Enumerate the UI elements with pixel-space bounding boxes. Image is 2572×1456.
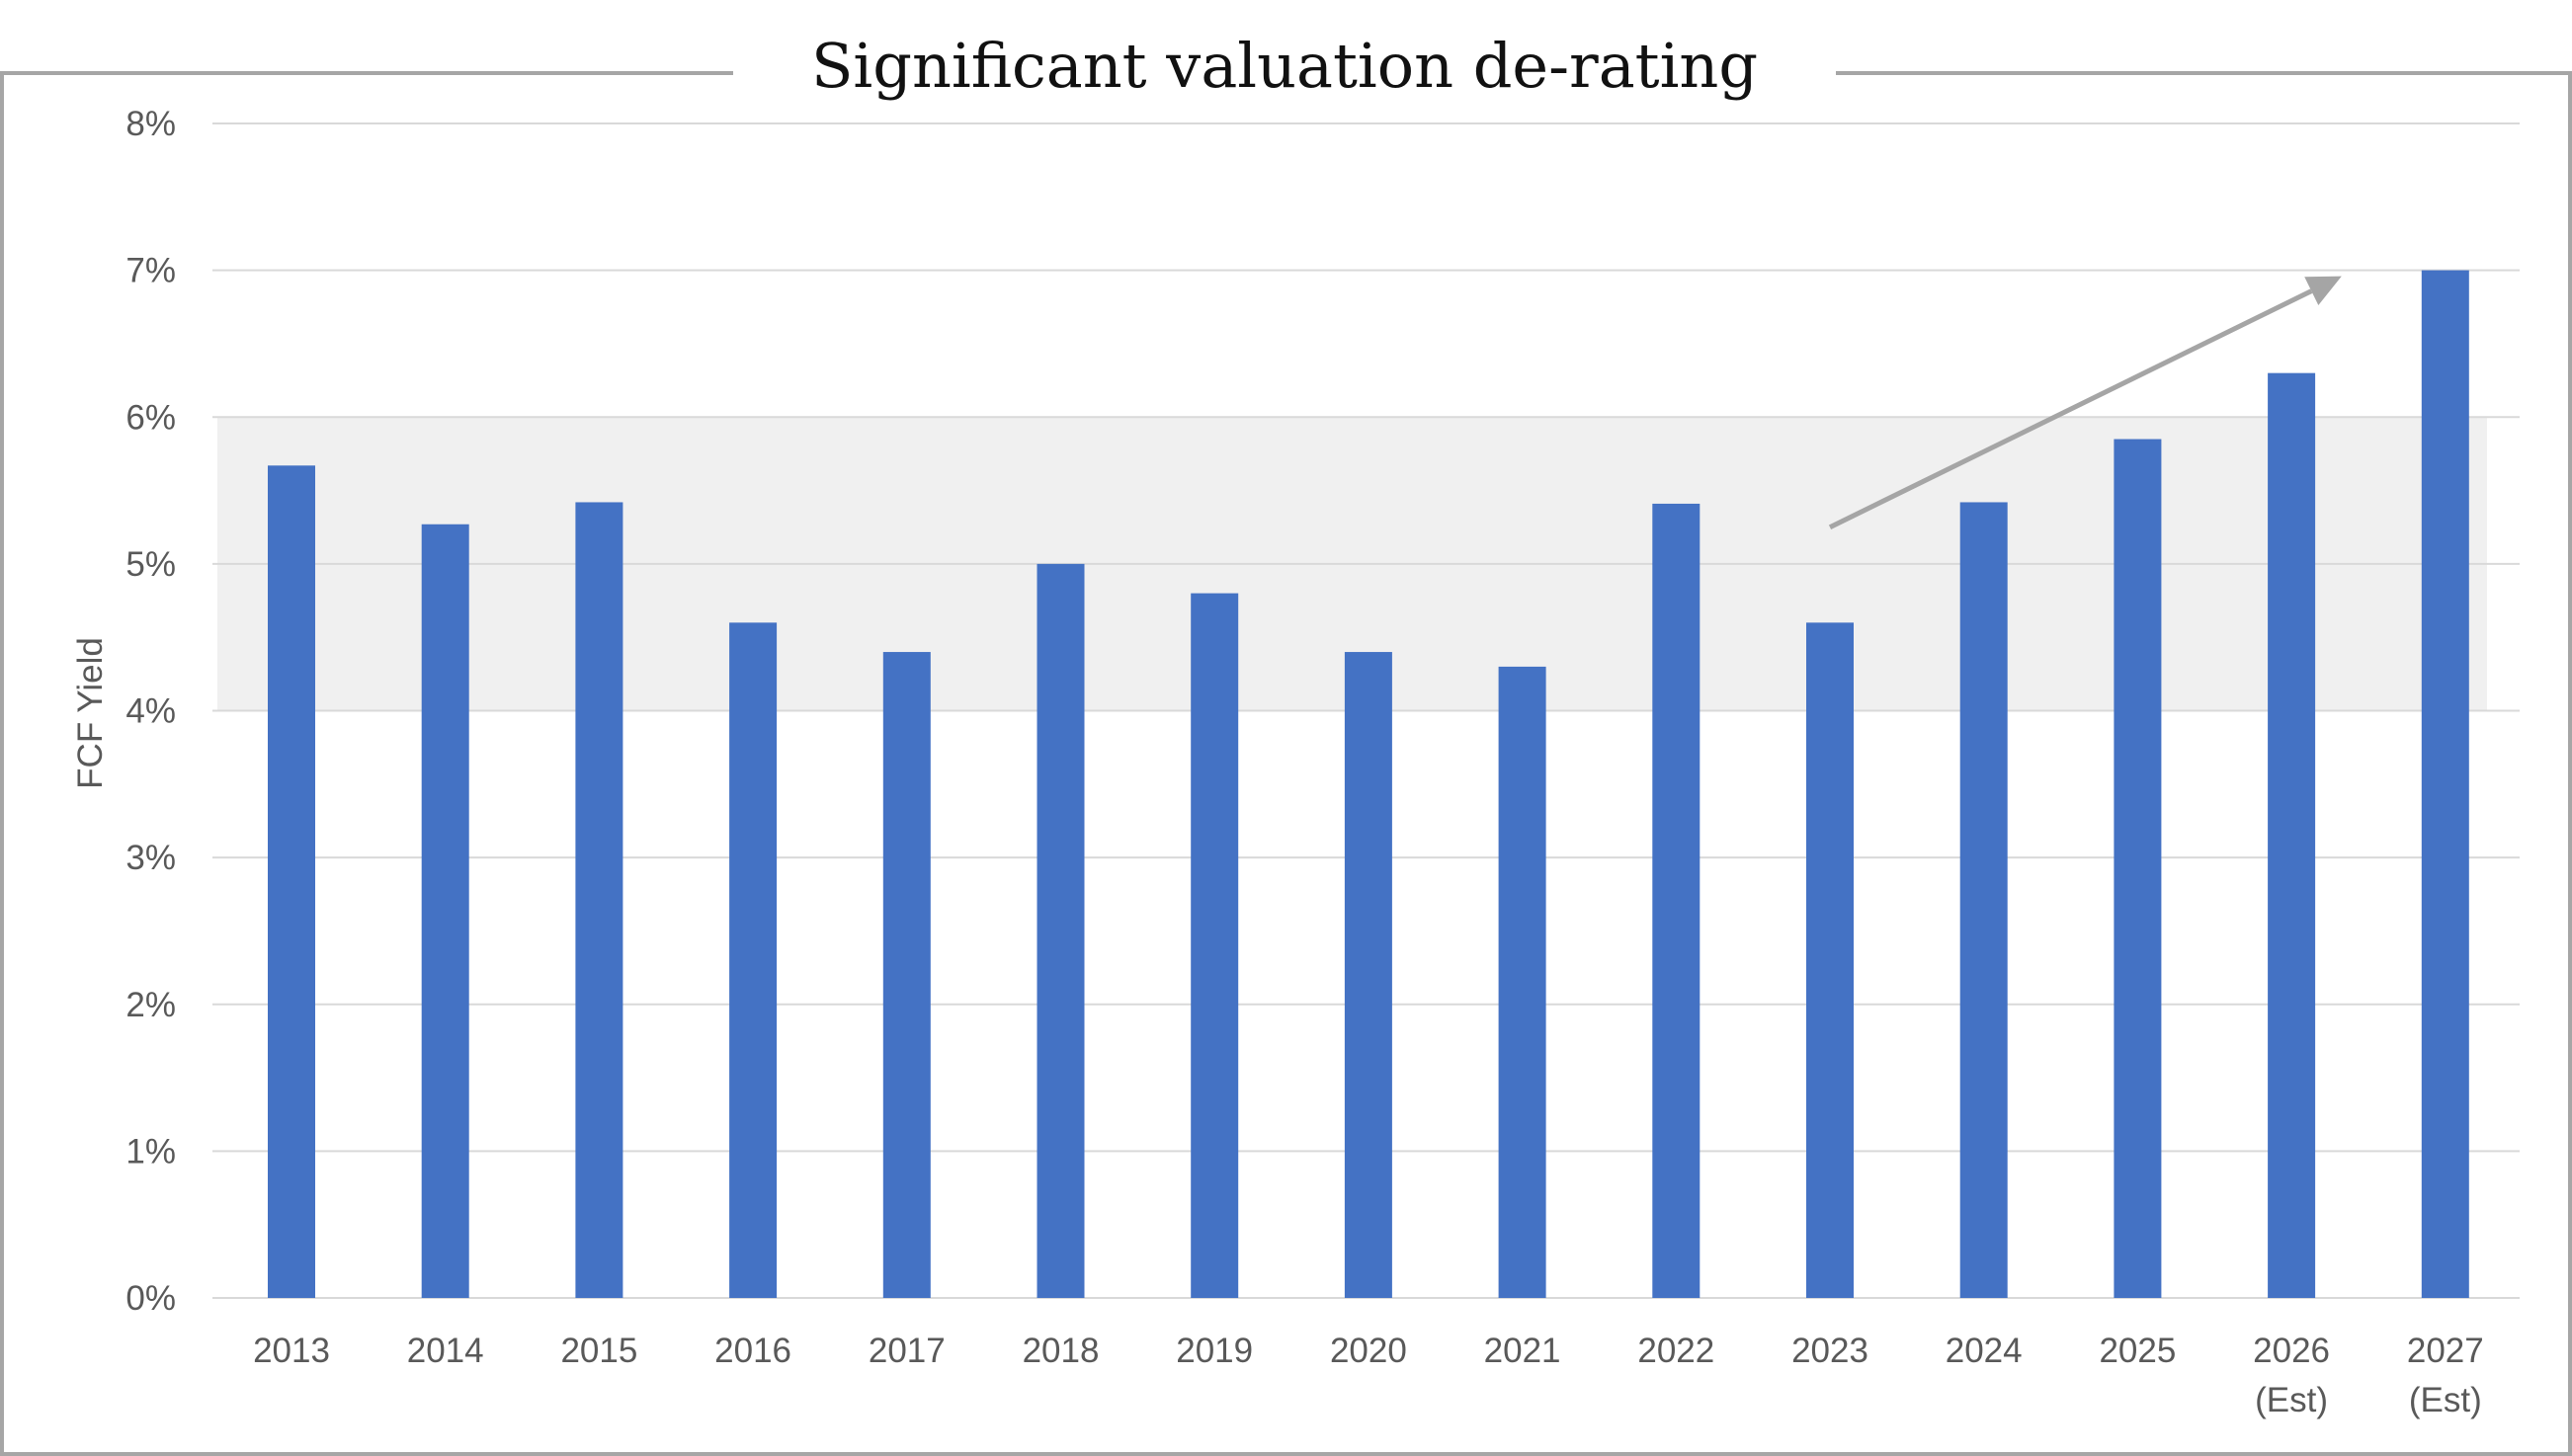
trend-arrow-line [1828,288,2313,529]
x-tick-label: 2024 [1946,1332,2023,1370]
x-tick-label: 2020 [1330,1332,1407,1370]
bar [2421,270,2469,1298]
trend-arrow-layer [1828,276,2342,529]
x-tick-label: 2027 [2407,1332,2484,1370]
x-tick-label: 2026 [2253,1332,2330,1370]
x-tick-label: (Est) [2255,1381,2328,1419]
trend-arrow-head [2304,276,2342,305]
x-tick-label: 2016 [714,1332,791,1370]
y-tick-label: 6% [125,398,176,437]
y-axis-title: FCF Yield [71,637,110,789]
chart-title: Significant valuation de-rating [811,30,1758,102]
frame-border [0,71,2572,1456]
bar [1652,503,1701,1299]
bar [1191,593,1239,1298]
bar [882,652,931,1298]
bar [575,502,623,1298]
x-tick-labels: 2013 2014 2015 2016 2017 2018 2019 2020 2021 2022… [253,1332,2484,1419]
y-tick-label: 1% [125,1132,176,1171]
y-tick-label: 0% [125,1279,176,1318]
y-tick-label: 7% [125,252,176,290]
bars [268,270,2469,1299]
y-tick-label: 5% [125,545,176,584]
bar [729,622,778,1298]
bar [1344,652,1392,1298]
bar [1498,666,1546,1298]
x-tick-label: 2014 [407,1332,484,1370]
y-tick-label: 2% [125,986,176,1024]
chart-frame [0,71,2572,1456]
x-tick-label: 2021 [1484,1332,1561,1370]
bar [1806,622,1854,1298]
x-tick-label: 2013 [253,1332,330,1370]
bar [268,465,315,1298]
bar [1959,502,2008,1298]
bar [2268,372,2316,1299]
x-tick-label: 2017 [869,1332,946,1370]
bar [2114,439,2162,1298]
x-tick-label: 2015 [560,1332,637,1370]
x-tick-label: 2019 [1176,1332,1253,1370]
y-tick-label: 3% [125,839,176,877]
x-tick-label: (Est) [2409,1381,2482,1419]
y-tick-label: 4% [125,692,176,731]
x-tick-label: 2023 [1791,1332,1868,1370]
x-tick-label: 2025 [2099,1332,2176,1370]
y-tick-label: 8% [125,105,176,143]
x-tick-label: 2022 [1637,1332,1714,1370]
bar [1037,563,1085,1298]
y-tick-labels: 0% 1% 2% 3% 4% 5% 6% 7% 8% [125,105,176,1318]
bar [421,524,469,1298]
x-tick-label: 2018 [1023,1332,1100,1370]
